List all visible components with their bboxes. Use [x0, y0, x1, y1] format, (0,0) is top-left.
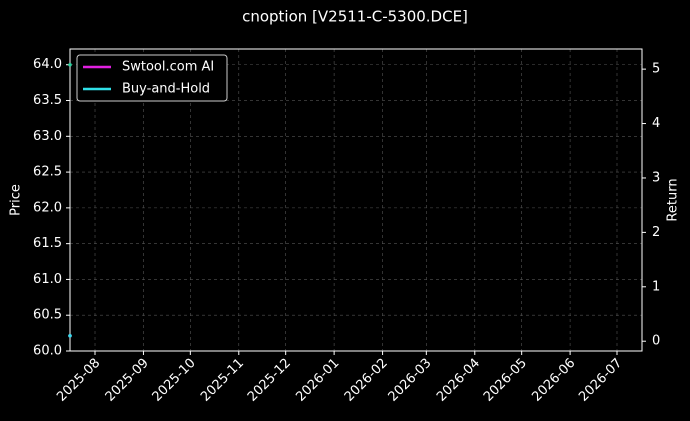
chart-title: cnoption [V2511-C-5300.DCE] — [242, 8, 468, 26]
legend-label: Swtool.com AI — [122, 60, 214, 75]
plot-frame — [69, 48, 643, 352]
x-tick-label: 2025-09 — [103, 356, 152, 405]
x-tick-label: 2026-01 — [293, 356, 342, 405]
y2-axis-label: Return — [666, 178, 681, 221]
x-tick-label: 2026-04 — [434, 356, 483, 405]
y-axis-label: Price — [9, 184, 24, 216]
x-tick-label: 2025-08 — [54, 356, 103, 405]
x-tick-label: 2025-11 — [198, 356, 247, 405]
y2-tick-label: 1 — [652, 279, 660, 294]
x-tick-label: 2026-06 — [529, 356, 578, 405]
y-tick-label: 62.0 — [33, 200, 62, 215]
y2-tick-label: 0 — [652, 334, 660, 349]
x-tick-label: 2026-03 — [386, 356, 435, 405]
y-tick-label: 64.0 — [33, 57, 62, 72]
y-tick-label: 61.5 — [33, 236, 62, 251]
x-tick-label: 2026-05 — [481, 356, 530, 405]
x-tick-label: 2026-02 — [342, 356, 391, 405]
legend-label: Buy-and-Hold — [122, 82, 210, 97]
x-tick-label: 2025-10 — [150, 356, 199, 405]
y2-tick-label: 4 — [652, 116, 660, 131]
x-tick-label: 2025-12 — [245, 356, 294, 405]
y2-tick-label: 3 — [652, 170, 660, 185]
y2-tick-label: 2 — [652, 225, 660, 240]
y2-tick-label: 5 — [652, 62, 660, 77]
y-tick-label: 61.0 — [33, 272, 62, 287]
y-tick-label: 63.0 — [33, 129, 62, 144]
data-point — [68, 62, 72, 67]
y-tick-label: 62.5 — [33, 165, 62, 180]
legend-box — [76, 54, 228, 102]
data-point — [68, 333, 72, 338]
x-tick-label: 2026-07 — [576, 356, 625, 405]
y-tick-label: 60.0 — [33, 344, 62, 359]
y-tick-label: 63.5 — [33, 93, 62, 108]
y-tick-label: 60.5 — [33, 308, 62, 323]
